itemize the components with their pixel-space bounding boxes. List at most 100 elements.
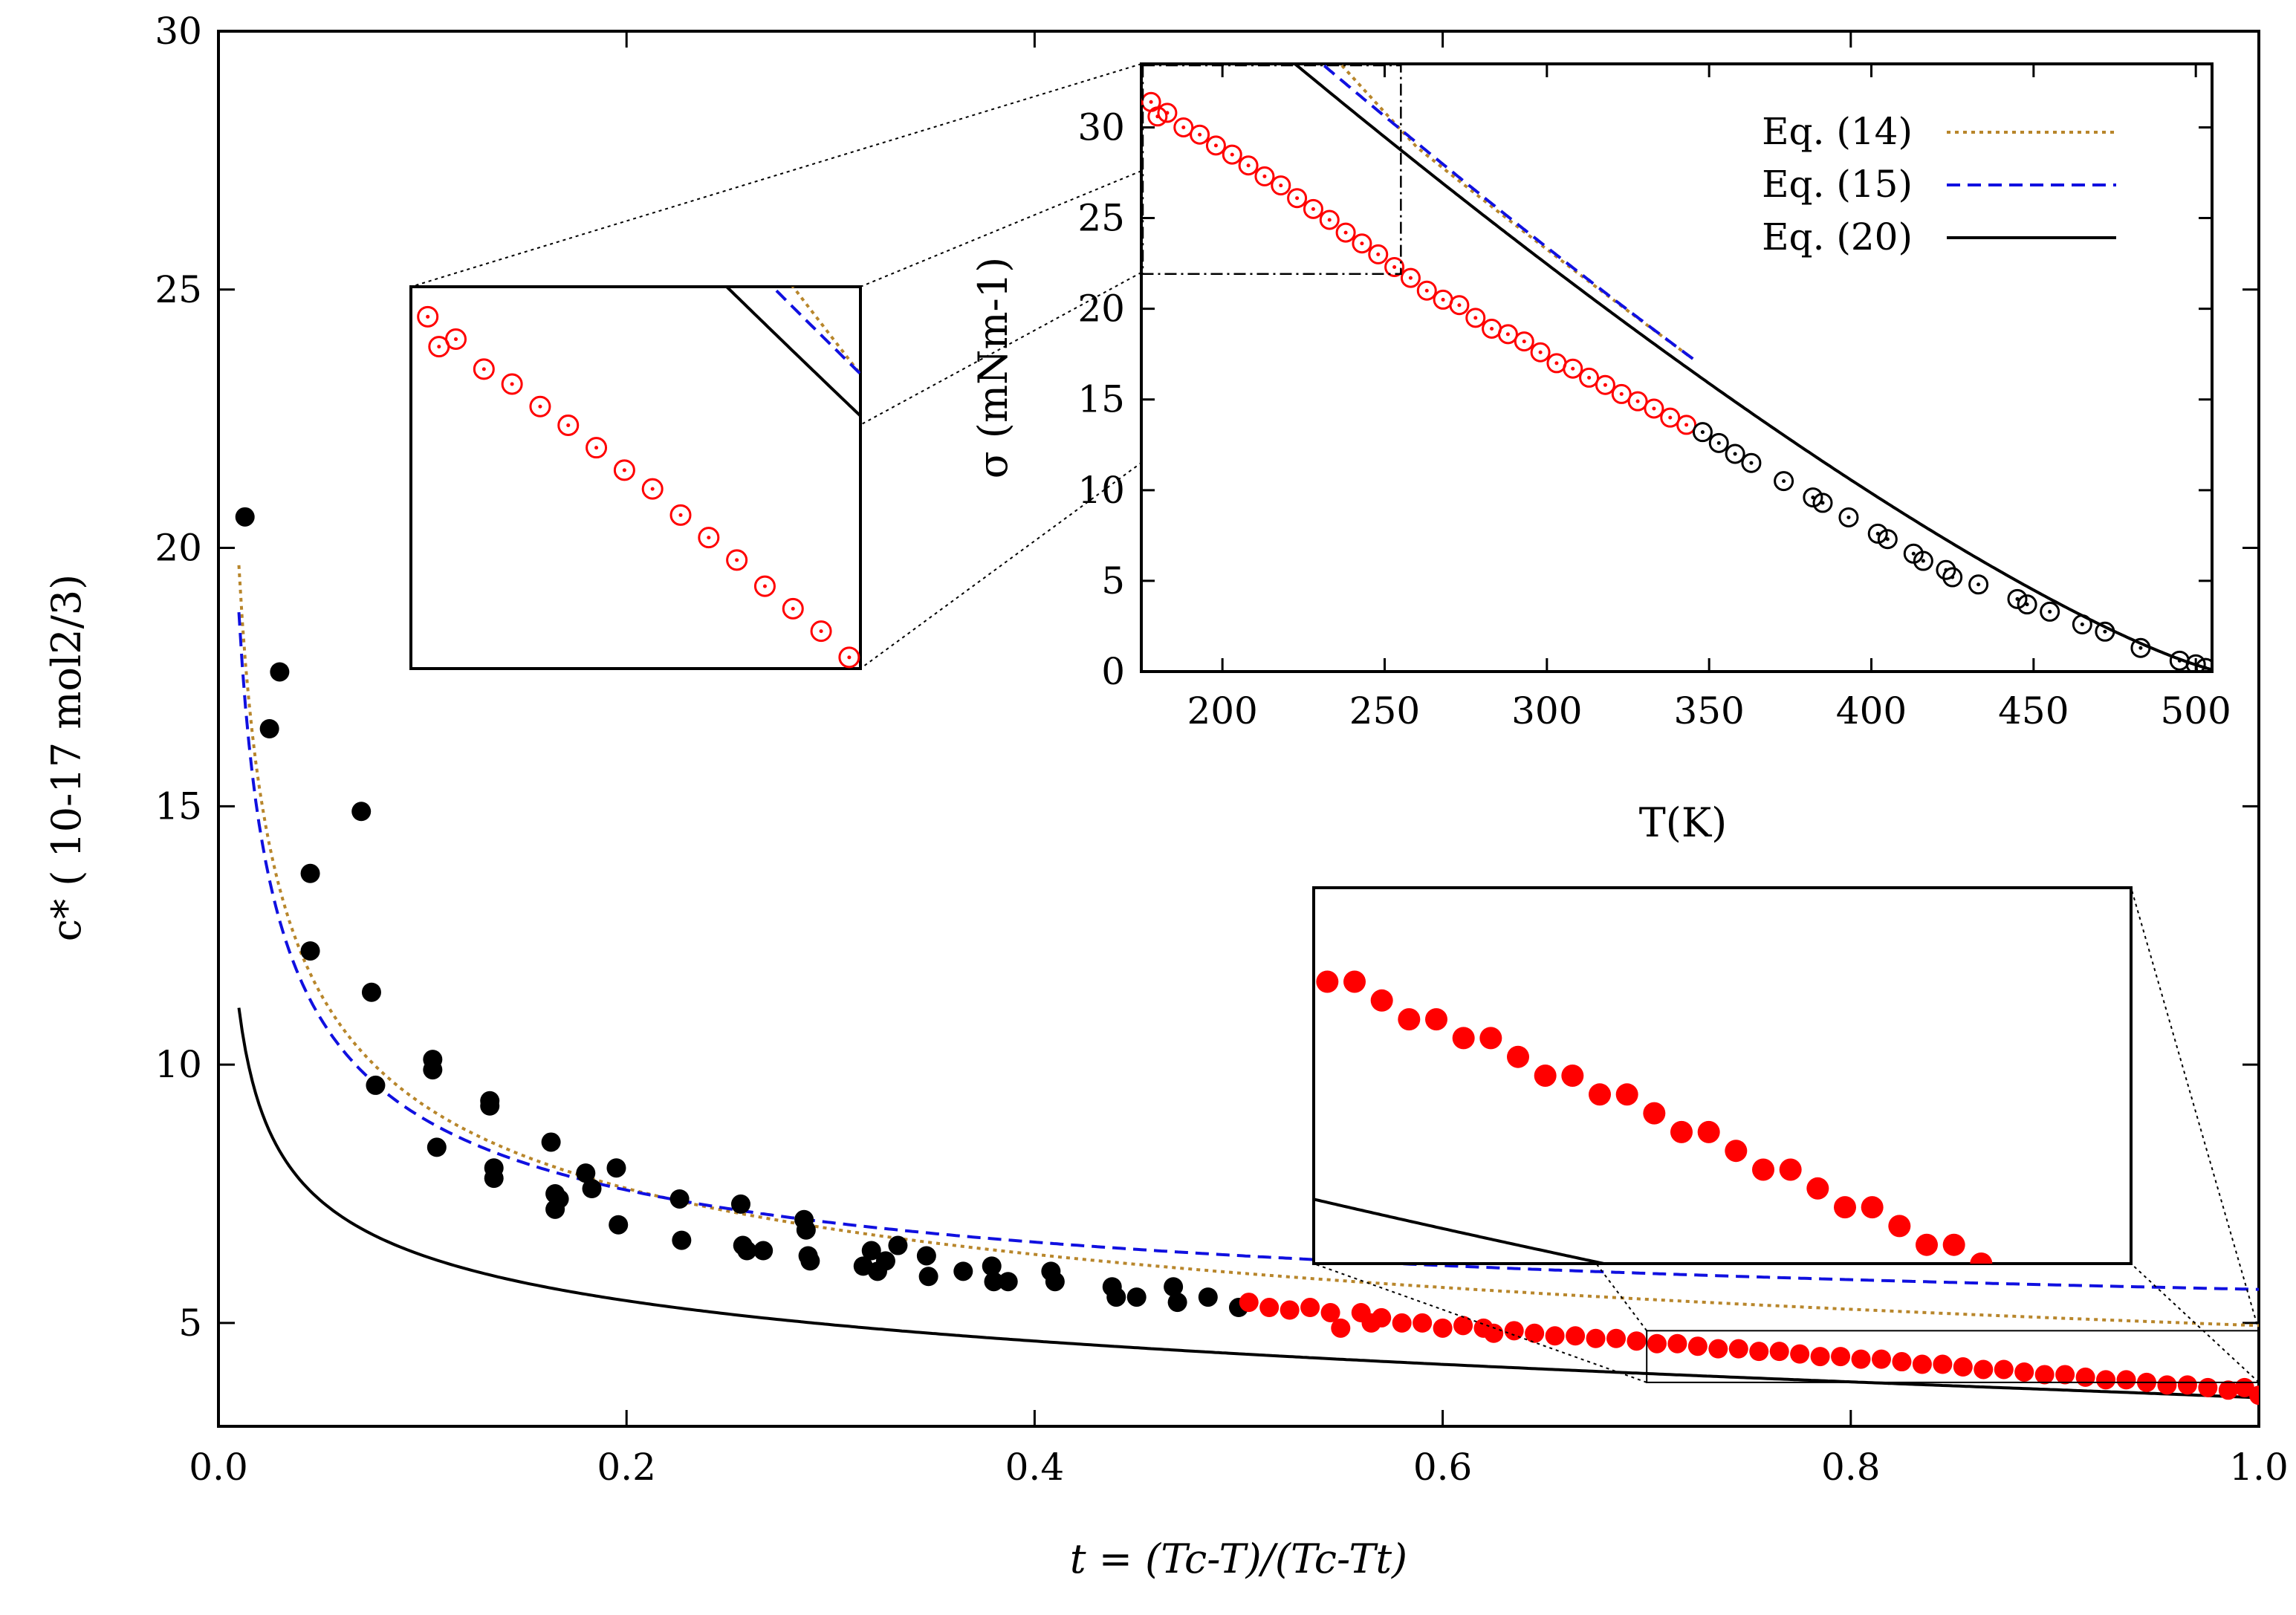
main-point-black <box>480 1096 500 1116</box>
main-point-red <box>1259 1298 1280 1318</box>
zoom-right-point <box>2079 1309 2101 1331</box>
inset-point-red <box>1271 175 1291 196</box>
zoom-right-point <box>1425 1008 1447 1031</box>
inset-plot-frame <box>1140 62 2214 673</box>
zoom-panel-left-series <box>417 287 860 669</box>
zoom-left-point <box>782 597 804 620</box>
inset-point-black <box>2017 594 2037 615</box>
zoom-left-point-center <box>510 382 514 386</box>
zoom-right-point <box>1561 1065 1584 1087</box>
inset-x-tick-label: 250 <box>1349 689 1420 732</box>
inset-point-red-center <box>1230 152 1234 157</box>
inset-point-red <box>1205 135 1226 156</box>
inset-point-black <box>2195 657 2212 672</box>
inset-point-black <box>1838 507 1859 527</box>
inset-y-tick-label: 15 <box>1077 378 1125 421</box>
inset-point-black-center <box>1716 441 1721 445</box>
main-x-tick-label: 0.6 <box>1413 1446 1473 1489</box>
main-point-red <box>1749 1342 1769 1362</box>
inset-x-tick-label: 400 <box>1836 689 1907 732</box>
main-point-black <box>984 1272 1004 1292</box>
main-y-tick-label: 5 <box>178 1302 202 1345</box>
zoom-right-point <box>2052 1290 2074 1313</box>
inset-point-red <box>1595 374 1615 395</box>
inset-point-black-center <box>1733 452 1737 456</box>
inset-point-red <box>1190 124 1210 145</box>
inset-point-red <box>1627 391 1648 412</box>
main-point-black <box>576 1163 596 1183</box>
zoom-left-point-center <box>437 345 441 349</box>
inset-point-black-center <box>1820 501 1825 505</box>
inset-zoom-box <box>1141 64 1402 276</box>
main-point-red <box>2177 1375 2197 1395</box>
main-x-axis-label: t = (Tc-T)/(Tc-Tt) <box>1070 1536 1407 1582</box>
main-point-black <box>800 1251 820 1271</box>
inset-point-red-center <box>1668 415 1673 420</box>
zoom-left-point-center <box>594 446 599 450</box>
legend-label: Eq. (15) <box>1762 163 1913 206</box>
zoom-left-point <box>641 478 664 500</box>
inset-point-red <box>1644 398 1664 419</box>
main-point-red <box>1994 1359 2014 1380</box>
inset-point-red-center <box>1619 391 1624 396</box>
inset-point-red-center <box>1213 143 1218 148</box>
legend-label: Eq. (20) <box>1762 215 1913 259</box>
main-ticks: 0.0 0.2 0.4 0.6 0.8 1.0 5 10 15 20 25 30 <box>155 10 2288 1489</box>
inset-series <box>1141 64 2212 672</box>
main-point-black <box>1045 1272 1065 1292</box>
inset-x-tick-label: 200 <box>1187 689 1257 732</box>
zoom-right-point <box>2101 1290 2123 1313</box>
main-point-black <box>582 1179 602 1199</box>
inset-y-tick-label: 5 <box>1101 559 1125 602</box>
zoom-left-point <box>726 549 748 571</box>
zoom-panel-right-series <box>1314 970 2142 1369</box>
main-point-black <box>982 1256 1002 1276</box>
inset-point-black <box>1936 559 1956 580</box>
main-point-black <box>1198 1287 1218 1307</box>
zoom-right-point <box>1479 1027 1502 1050</box>
inset-point-red <box>1287 188 1308 209</box>
main-point-black <box>730 1194 750 1214</box>
main-point-black <box>669 1189 690 1209</box>
zoom-right-point <box>1370 989 1393 1012</box>
inset-point-black <box>1913 550 1933 571</box>
main-point-red <box>2034 1365 2055 1385</box>
main-point-red <box>1810 1347 1830 1367</box>
zoom-left-point-center <box>707 536 711 540</box>
main-point-black <box>270 662 290 682</box>
inset-y-tick-label: 20 <box>1077 287 1125 331</box>
main-point-black <box>606 1158 626 1178</box>
main-point-red <box>1953 1357 1973 1377</box>
main-point-red <box>1871 1349 1891 1369</box>
main-point-black <box>796 1220 816 1240</box>
inset-point-red-center <box>1295 196 1300 201</box>
inset-point-red <box>1384 256 1405 277</box>
zoom-left-point <box>557 414 580 436</box>
main-point-red <box>1892 1352 1912 1372</box>
inset-point-red <box>1660 407 1681 428</box>
main-y-axis-label: c* ( 10-17 mol2/3) <box>43 574 90 941</box>
zoom-left-point-center <box>538 404 542 409</box>
inset-curve-sig20 <box>1292 64 2212 672</box>
inset-point-red-center <box>1490 327 1494 331</box>
zoom-right-point <box>1942 1233 1965 1256</box>
inset-point-black <box>2185 654 2206 672</box>
inset-point-red <box>1157 103 1178 123</box>
main-point-red <box>1372 1307 1392 1328</box>
inset-point-black <box>1708 432 1729 453</box>
inset-point-red <box>1147 106 1168 127</box>
inset-point-red <box>1335 222 1356 243</box>
inset-y-axis-label: σ (mNm-1) <box>970 257 1016 478</box>
zoom-right-point <box>2120 1347 2142 1369</box>
inset-point-black <box>2072 614 2092 635</box>
inset-point-black-center <box>2177 658 2182 663</box>
main-point-red <box>1728 1339 1748 1359</box>
inset-point-black <box>1812 493 1833 513</box>
main-point-black <box>351 802 372 822</box>
zoom-right-point <box>1861 1196 1884 1219</box>
inset-point-red <box>1173 117 1194 137</box>
zoom-right-point <box>1752 1158 1774 1181</box>
zoom-left-point <box>445 328 467 351</box>
inset-point-black-center <box>1976 582 1981 587</box>
main-point-red <box>1769 1342 1789 1362</box>
